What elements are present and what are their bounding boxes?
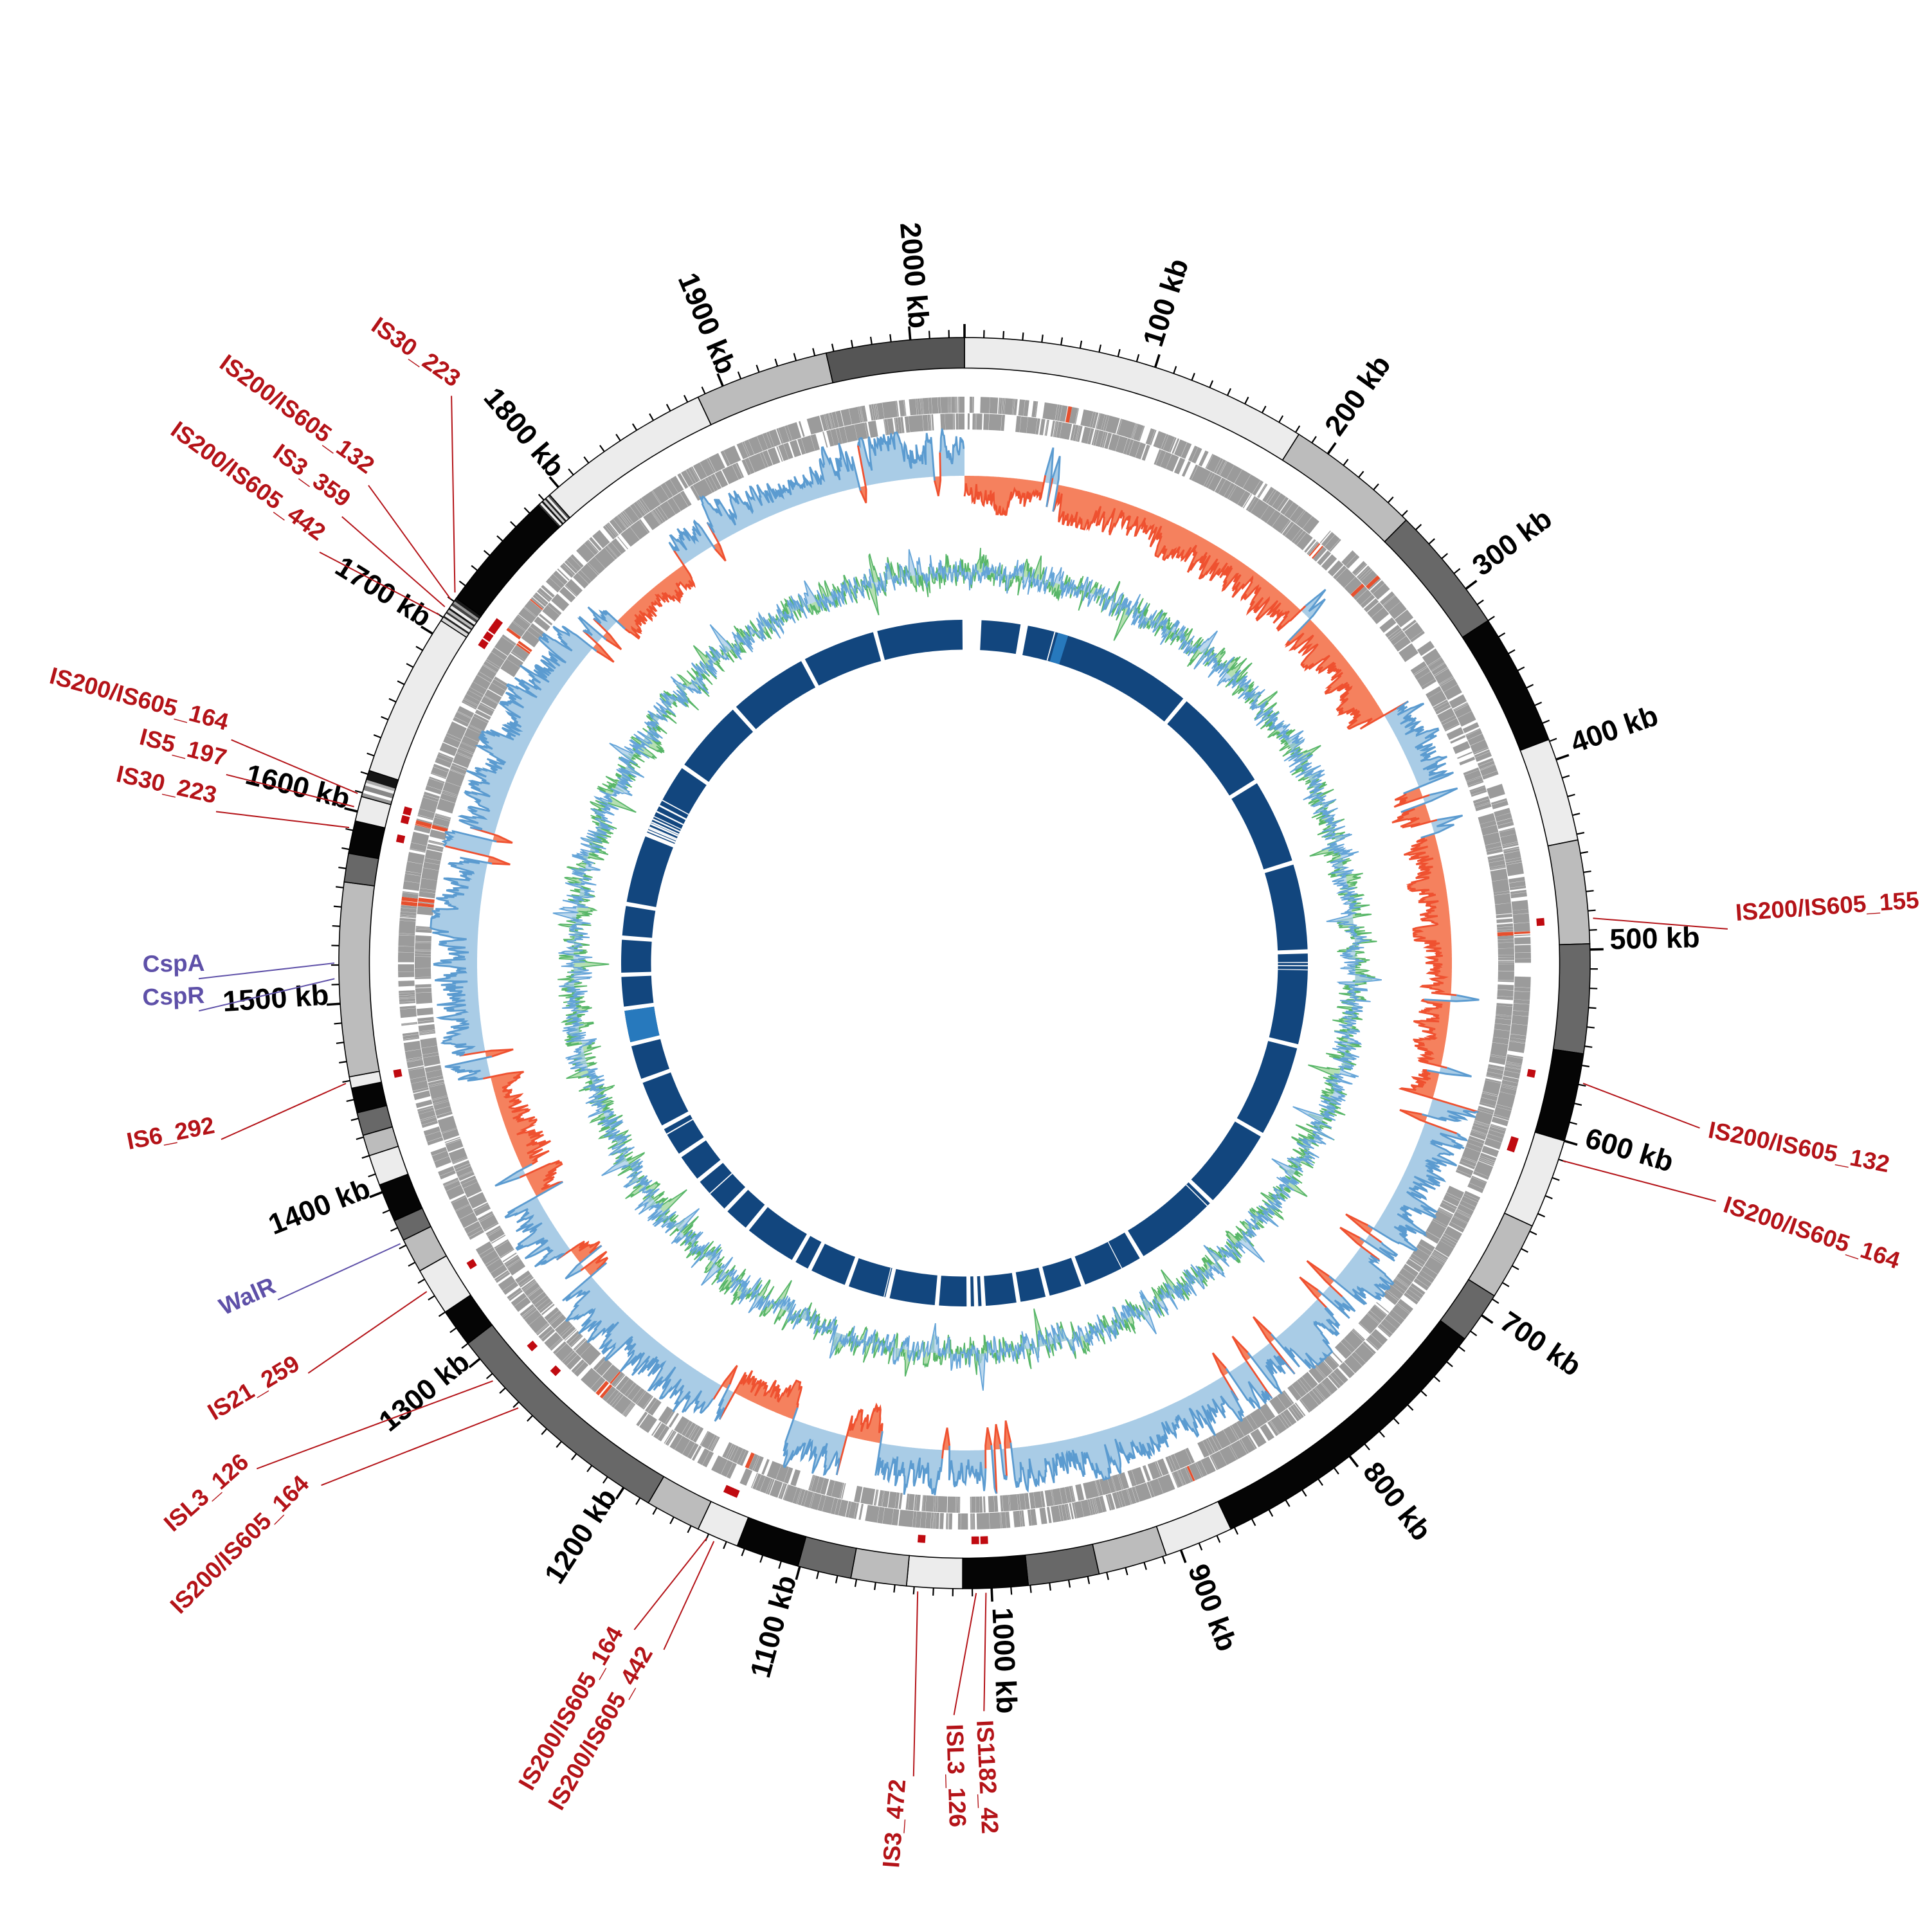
svg-text:IS1182_42: IS1182_42 (972, 1719, 1003, 1834)
svg-text:CspA: CspA (142, 950, 204, 977)
svg-text:1000 kb: 1000 kb (986, 1607, 1024, 1714)
svg-text:CspR: CspR (142, 982, 205, 1011)
svg-text:ISL3_126: ISL3_126 (941, 1724, 971, 1828)
